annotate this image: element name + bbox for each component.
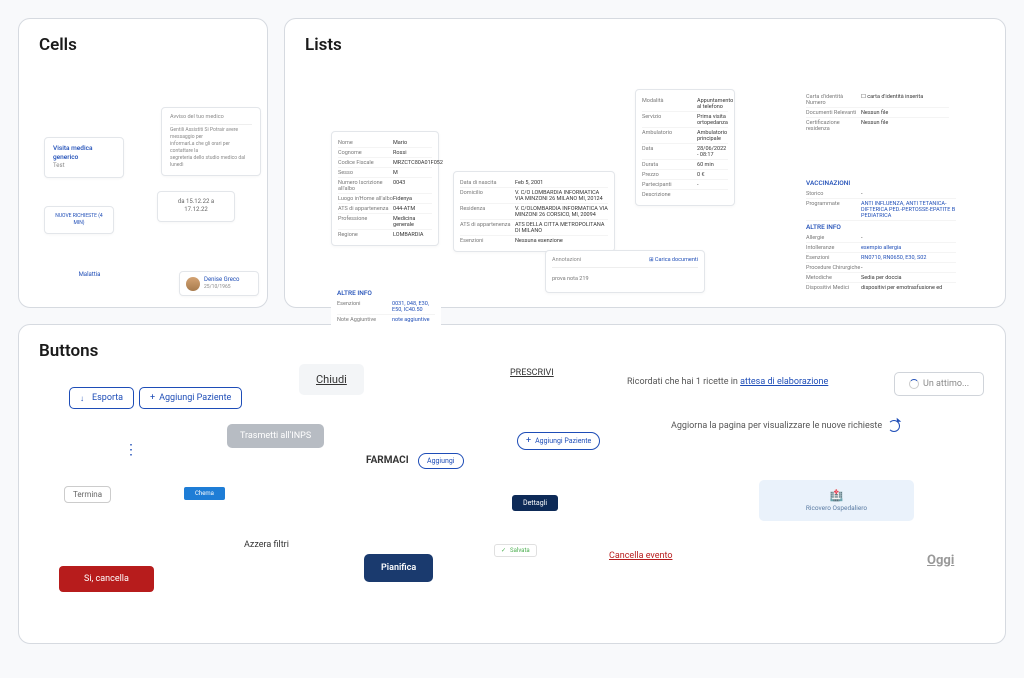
avatar-icon xyxy=(186,277,200,291)
cell-doctor-notice[interactable]: Avviso del tuo medico Gentili Assistiti … xyxy=(161,107,261,176)
list-appointment: ModalitàAppuntamento al telefonoServizio… xyxy=(635,89,735,206)
cell-malattia[interactable]: Malattia xyxy=(67,271,112,278)
si-cancella-button[interactable]: Si, cancella xyxy=(59,566,154,592)
list-other-info: ALTRE INFOEsenzioni0031, 048, E30, E50, … xyxy=(331,281,441,330)
list-patient-details: NomeMarioCognomeRossiCodice FiscaleMRZCT… xyxy=(331,131,439,246)
esporta-button[interactable]: Esporta xyxy=(69,387,134,409)
add-user-icon xyxy=(526,436,531,446)
prescrivi-button[interactable]: PRESCRIVI xyxy=(499,362,565,384)
dettagli-button[interactable]: Dettagli xyxy=(512,495,558,511)
pianifica-button[interactable]: Pianifica xyxy=(364,554,433,582)
lists-title: Lists xyxy=(305,35,985,55)
upload-docs-link[interactable]: ⊞ Carica documenti xyxy=(649,257,698,263)
list-annotations: Annotazioni ⊞ Carica documenti prova not… xyxy=(545,250,705,293)
buttons-title: Buttons xyxy=(39,341,985,361)
list-residence: Data di nascitaFeb 5, 2001DomicilioV. C/… xyxy=(453,171,615,252)
cells-section: Cells Avviso del tuo medico Gentili Assi… xyxy=(18,18,268,308)
cell-avatar[interactable]: Denise Greco 25/10/1965 xyxy=(179,271,259,296)
download-icon xyxy=(80,394,88,402)
cell-date-range[interactable]: da 15.12.22 a 17.12.22 xyxy=(157,191,235,222)
farmaci-label: FARMACI xyxy=(366,455,409,466)
trasmetti-button[interactable]: Trasmetti all'INPS xyxy=(227,424,324,448)
cells-title: Cells xyxy=(39,35,247,55)
attesa-link[interactable]: attesa di elaborazione xyxy=(740,377,828,387)
aggiungi-paziente-button[interactable]: Aggiungi Paziente xyxy=(139,387,242,409)
add-user-icon xyxy=(150,393,155,403)
ricordati-text: Ricordati che hai 1 ricette in attesa di… xyxy=(627,377,828,387)
hospital-icon: 🏥 xyxy=(830,489,844,502)
cancella-evento-link[interactable]: Cancella evento xyxy=(609,551,672,561)
aggiorna-text: Aggiorna la pagina per visualizzare le n… xyxy=(671,420,900,432)
refresh-icon[interactable] xyxy=(888,420,900,432)
cell-new-requests[interactable]: NUOVE RICHIESTE (4 MIN) xyxy=(44,206,114,234)
buttons-section: Buttons Esporta Aggiungi Paziente Chiudi… xyxy=(18,324,1006,644)
spinner-icon xyxy=(909,379,919,389)
loading-button[interactable]: Un attimo... xyxy=(894,372,984,396)
chiudi-button[interactable]: Chiudi xyxy=(299,364,364,395)
oggi-link[interactable]: Oggi xyxy=(927,553,954,568)
chema-badge[interactable]: Chema xyxy=(184,487,225,500)
lists-section: Lists NomeMarioCognomeRossiCodice Fiscal… xyxy=(284,18,1006,308)
ricovero-button[interactable]: 🏥 Ricovero Ospedaliero xyxy=(759,480,914,521)
salvata-badge: ✓ Salvata xyxy=(494,544,537,557)
list-vaccinations-info: VACCINAZIONIStorico-ProgrammateANTI INFL… xyxy=(800,171,962,298)
azzera-filtri-link[interactable]: Azzera filtri xyxy=(244,540,289,550)
termina-button[interactable]: Termina xyxy=(64,486,111,503)
aggiungi-farmaci-button[interactable]: Aggiungi xyxy=(418,453,464,469)
aggiungi-paziente-pill[interactable]: Aggiungi Paziente xyxy=(517,432,600,450)
check-icon: ✓ xyxy=(501,547,506,554)
list-documents: Carta d'identità Numero☐ carta d'identit… xyxy=(800,86,955,139)
cell-visit[interactable]: Visita medica generico Test xyxy=(44,137,124,178)
more-button[interactable]: ⋮ xyxy=(123,441,139,459)
